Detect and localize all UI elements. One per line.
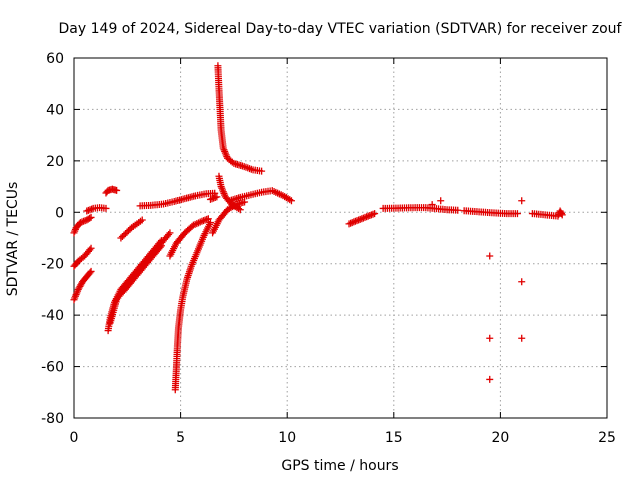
data-point — [486, 252, 494, 260]
data-point — [86, 246, 94, 254]
data-point — [558, 211, 566, 219]
data-point — [213, 193, 221, 201]
data-point — [86, 269, 94, 277]
data-point — [518, 278, 526, 286]
data-point — [258, 167, 266, 175]
y-tick-label: -40 — [41, 308, 64, 324]
y-tick-label: 60 — [46, 51, 64, 67]
data-point — [371, 210, 379, 218]
y-tick-label: -80 — [41, 411, 64, 427]
chart-title: Day 149 of 2024, Sidereal Day-to-day VTE… — [59, 21, 623, 37]
y-tick-label: 20 — [46, 154, 64, 170]
data-point — [87, 267, 95, 275]
data-point — [87, 213, 95, 221]
data-point — [513, 210, 521, 218]
data-point — [558, 210, 566, 218]
data-point — [518, 197, 526, 205]
data-point — [454, 206, 462, 214]
data-point — [87, 244, 95, 252]
data-point — [206, 219, 214, 227]
data-point — [204, 215, 212, 223]
x-tick-label: 0 — [70, 430, 79, 446]
plot-frame — [73, 57, 608, 419]
data-point — [86, 214, 94, 222]
data-point — [486, 334, 494, 342]
data-point — [157, 242, 165, 250]
y-axis-label: SDTVAR / TECUs — [5, 182, 21, 297]
x-tick-label: 20 — [491, 430, 509, 446]
data-point — [486, 375, 494, 383]
data-point — [236, 206, 244, 214]
data-point — [166, 229, 174, 237]
data-point — [287, 197, 295, 205]
x-tick-label: 5 — [176, 430, 185, 446]
data-point — [437, 197, 445, 205]
data-point — [165, 230, 173, 238]
data-point — [102, 204, 110, 212]
data-point — [138, 216, 146, 224]
y-tick-label: 40 — [46, 102, 64, 118]
x-tick-label: 10 — [278, 430, 296, 446]
x-axis-label: GPS time / hours — [281, 458, 398, 474]
data-point — [156, 243, 164, 251]
y-tick-label: 0 — [55, 205, 64, 221]
x-tick-label: 25 — [598, 430, 616, 446]
y-tick-label: -60 — [41, 360, 64, 376]
y-tick-label: -20 — [41, 257, 64, 273]
axis-ticks: 0 5 10 15 20 25 -80 -60 -40 -20 0 20 40 60 — [41, 51, 616, 446]
data-point — [113, 186, 121, 194]
data-point — [518, 334, 526, 342]
data-point — [428, 201, 436, 209]
grid-lines — [74, 58, 607, 418]
data-points — [70, 62, 566, 394]
x-tick-label: 15 — [385, 430, 403, 446]
